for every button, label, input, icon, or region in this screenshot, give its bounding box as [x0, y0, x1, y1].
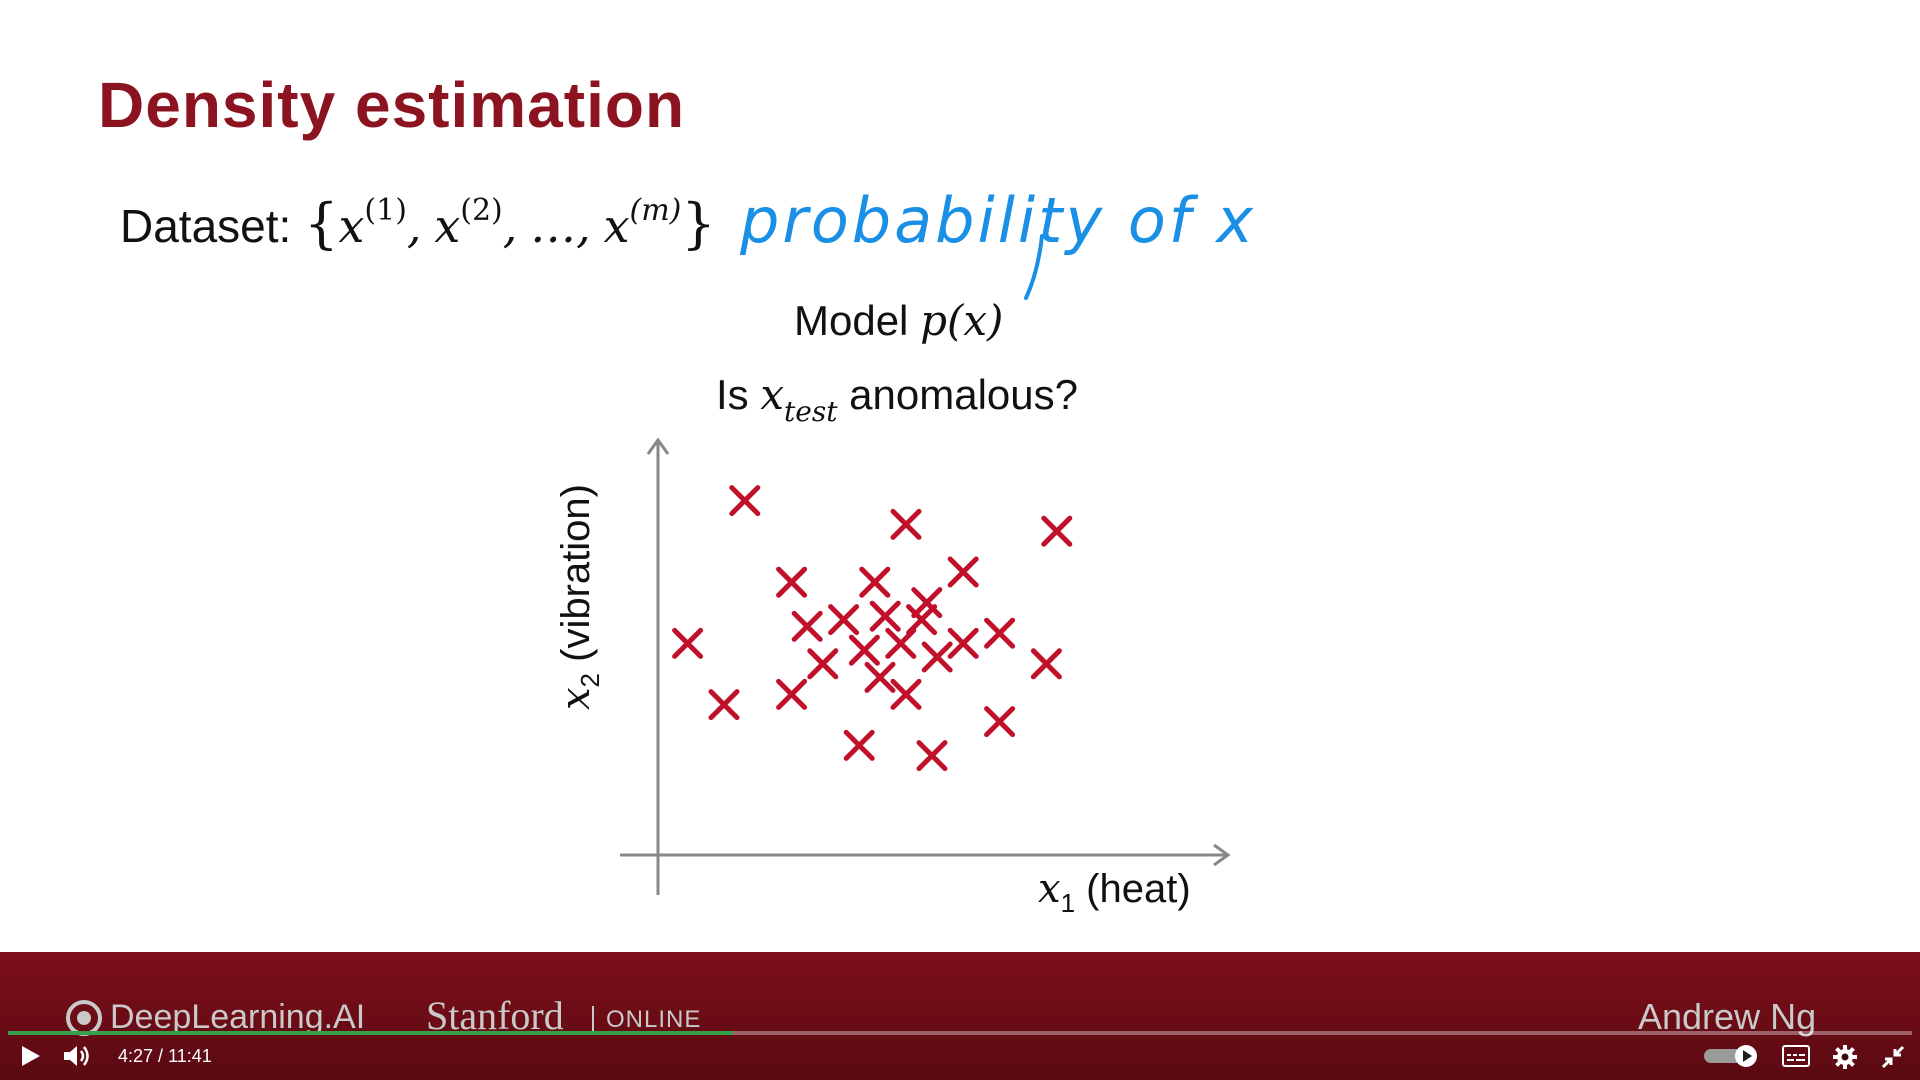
autoplay-toggle[interactable]	[1704, 1044, 1760, 1068]
xm-symbol: x	[603, 199, 630, 253]
data-point-6	[947, 556, 979, 588]
data-point-2	[890, 508, 922, 540]
dataset-line: Dataset: {x(1), x(2), …, x(m)}	[120, 192, 716, 255]
y-axis-arrow	[646, 437, 670, 455]
x1-symbol: x	[338, 199, 365, 253]
data-point-23	[708, 689, 740, 721]
data-point-4	[776, 566, 808, 598]
data-point-19	[864, 661, 896, 693]
y-axis-label: x2 (vibration)	[553, 484, 606, 710]
duration: 11:41	[168, 1046, 212, 1066]
video-banner	[0, 952, 1920, 1080]
y-axis-text: (vibration)	[554, 484, 598, 673]
data-point-3	[1041, 515, 1073, 547]
question-suffix: anomalous?	[837, 371, 1078, 418]
model-prefix: Model	[794, 297, 921, 344]
data-point-25	[843, 729, 875, 761]
data-point-14	[885, 627, 917, 659]
deeplearning-logo-text: DeepLearning.AI	[110, 998, 366, 1036]
data-point-9	[828, 604, 860, 636]
time-display: 4:27 / 11:41	[118, 1046, 212, 1067]
x-axis-arrow	[1213, 843, 1231, 867]
current-time: 4:27	[118, 1046, 154, 1066]
data-point-5	[859, 566, 891, 598]
question-variable: x	[760, 370, 785, 419]
stanford-logo: Stanford	[426, 993, 564, 1038]
data-point-1	[729, 485, 761, 517]
progress-bar-fill[interactable]	[8, 1031, 734, 1035]
exit-fullscreen-icon[interactable]	[1880, 1044, 1906, 1070]
progress-bar[interactable]	[8, 1031, 1912, 1035]
settings-gear-icon[interactable]	[1832, 1044, 1858, 1070]
model-line: Model p(x)	[794, 296, 1003, 345]
play-icon[interactable]	[22, 1046, 40, 1066]
time-separator: /	[153, 1046, 169, 1066]
plot-axes	[620, 437, 1231, 895]
player-controls: 4:27 / 11:41	[0, 1036, 1920, 1080]
x-axis-var: x	[1038, 866, 1061, 912]
model-expression: p(x)	[920, 296, 1004, 345]
presenter-name: Andrew Ng	[1638, 996, 1817, 1037]
handwritten-note: probability of x	[740, 184, 1257, 257]
question-prefix: Is	[716, 371, 761, 418]
y-axis-sub: 2	[575, 672, 605, 688]
scatter-plot	[620, 437, 1231, 895]
online-label: ONLINE	[592, 1006, 701, 1034]
x1-superscript: (1)	[364, 193, 407, 228]
y-axis-var: x	[553, 687, 599, 710]
data-point-7	[911, 587, 943, 619]
data-point-16	[947, 627, 979, 659]
x-axis-text: (heat)	[1075, 867, 1191, 911]
ellipsis: …	[530, 199, 577, 253]
captions-icon[interactable]	[1782, 1045, 1810, 1067]
data-point-13	[848, 634, 880, 666]
data-point-26	[916, 740, 948, 772]
plot-points	[672, 485, 1073, 772]
close-brace: }	[681, 192, 716, 255]
x2-superscript: (2)	[460, 193, 503, 228]
x-axis-label: x1 (heat)	[1038, 866, 1191, 919]
data-point-24	[984, 706, 1016, 738]
volume-icon[interactable]	[62, 1042, 92, 1070]
data-point-18	[807, 648, 839, 680]
data-point-10	[869, 600, 901, 632]
xm-superscript: (m)	[629, 193, 682, 228]
handwriting-stroke	[1024, 234, 1044, 300]
data-point-22	[776, 678, 808, 710]
x-axis-sub: 1	[1060, 888, 1076, 918]
open-brace: {	[304, 192, 339, 255]
slide-title: Density estimation	[98, 69, 686, 141]
dataset-label: Dataset:	[120, 200, 292, 252]
slide: Density estimation Dataset: {x(1), x(2),…	[98, 69, 1257, 919]
data-point-12	[672, 627, 704, 659]
data-point-21	[1030, 648, 1062, 680]
anomaly-question: Is xtest anomalous?	[716, 370, 1078, 428]
data-point-17	[984, 617, 1016, 649]
data-point-20	[890, 678, 922, 710]
x2-symbol: x	[434, 199, 461, 253]
data-point-8	[791, 610, 823, 642]
data-point-15	[921, 641, 953, 673]
question-subscript: test	[784, 395, 838, 428]
